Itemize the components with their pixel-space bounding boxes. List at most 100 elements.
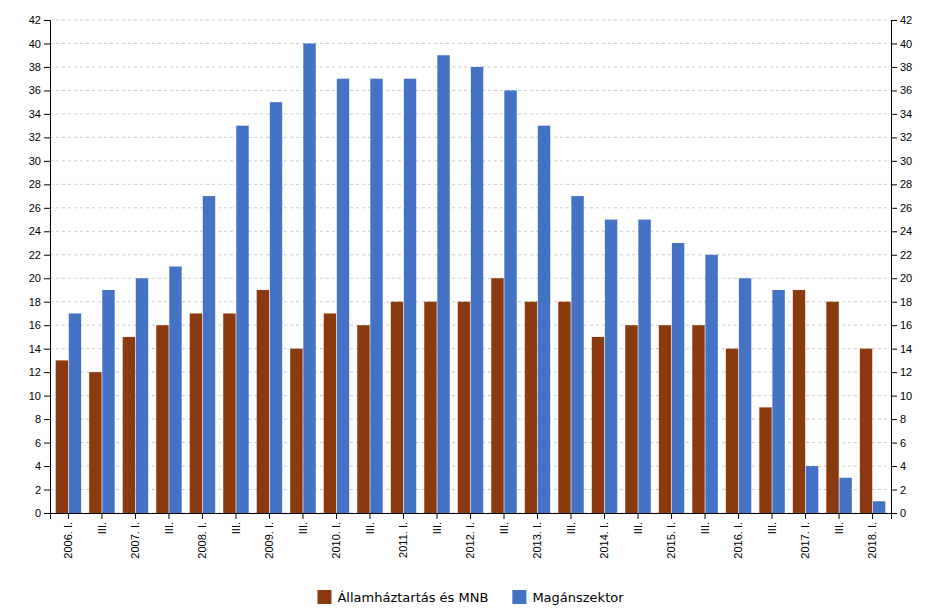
bar — [705, 255, 717, 513]
tick-mark — [604, 513, 605, 519]
tick-label: 22 — [29, 249, 41, 261]
tick-mark — [44, 325, 50, 326]
bar — [303, 43, 315, 513]
tick-label: 2012. I. — [464, 522, 476, 559]
tick-label: 24 — [29, 225, 41, 237]
bar-series — [69, 43, 886, 513]
tick-label: III. — [364, 522, 376, 534]
tick: III. — [498, 513, 510, 534]
grid-line — [50, 90, 891, 91]
tick-mark — [705, 513, 706, 519]
tick: III. — [163, 513, 175, 534]
tick: 18 — [29, 296, 50, 308]
bar — [370, 79, 382, 513]
tick-mark — [202, 513, 203, 519]
tick-label: 40 — [900, 37, 912, 49]
tick-mark — [336, 513, 337, 519]
tick: 20 — [891, 272, 912, 284]
tick-label: 32 — [29, 131, 41, 143]
tick-label: 2006. I. — [62, 522, 74, 559]
x-axis: 2006. I.III.2007. I.III.2008. I.III.2009… — [51, 513, 892, 559]
tick-mark — [891, 255, 897, 256]
tick: 24 — [891, 225, 912, 237]
tick-mark — [891, 419, 897, 420]
bar — [169, 267, 181, 514]
tick-label: 4 — [35, 460, 41, 472]
bar — [156, 325, 168, 513]
tick: 16 — [29, 319, 50, 331]
tick-label: 34 — [29, 108, 41, 120]
bar — [558, 302, 570, 513]
legend-swatch — [317, 590, 331, 604]
tick-mark — [891, 349, 897, 350]
tick-mark — [891, 490, 897, 491]
tick-label: 40 — [29, 37, 41, 49]
tick-label: 14 — [29, 343, 41, 355]
bar — [471, 67, 483, 513]
tick-mark — [891, 231, 897, 232]
bar — [190, 313, 202, 513]
tick: 10 — [891, 390, 912, 402]
grid-line — [50, 113, 891, 114]
tick: 2016. I. — [732, 513, 744, 559]
tick: 2011. I. — [397, 513, 409, 558]
bar — [270, 102, 282, 513]
tick-mark — [891, 372, 897, 373]
tick-mark — [891, 513, 897, 514]
tick: 2018. I. — [866, 513, 878, 559]
tick-label: 2017. I. — [799, 522, 811, 559]
bar — [357, 325, 369, 513]
tick-mark — [872, 513, 873, 519]
tick-mark — [537, 513, 538, 519]
bar — [337, 79, 349, 513]
bar — [538, 126, 550, 513]
tick-label: 2015. I. — [665, 522, 677, 559]
tick-label: 16 — [29, 319, 41, 331]
tick: 12 — [891, 366, 912, 378]
tick-label: 18 — [900, 296, 912, 308]
tick-mark — [44, 466, 50, 467]
tick-label: 42 — [900, 14, 912, 26]
tick: 38 — [29, 61, 50, 73]
tick-mark — [168, 513, 169, 519]
tick-mark — [436, 513, 437, 519]
axis-line — [51, 514, 892, 520]
tick-mark — [44, 372, 50, 373]
tick-label: 16 — [900, 319, 912, 331]
tick: 34 — [891, 108, 912, 120]
tick-mark — [101, 513, 102, 519]
tick-mark — [891, 466, 897, 467]
tick-mark — [269, 513, 270, 519]
bar — [873, 501, 885, 513]
tick-label: 28 — [29, 178, 41, 190]
tick: 10 — [29, 390, 50, 402]
tick-label: 36 — [900, 84, 912, 96]
bars — [56, 43, 886, 513]
tick-label: III. — [833, 522, 845, 534]
tick: 38 — [891, 61, 912, 73]
tick: 24 — [29, 225, 50, 237]
tick-label: 10 — [900, 390, 912, 402]
tick-mark — [891, 443, 897, 444]
tick-label: 2014. I. — [598, 522, 610, 559]
tick-label: III. — [297, 522, 309, 534]
tick: 36 — [29, 84, 50, 96]
tick: III. — [230, 513, 242, 534]
tick-label: 10 — [29, 390, 41, 402]
tick: 2015. I. — [665, 513, 677, 559]
bar — [571, 196, 583, 513]
tick-label: 2018. I. — [866, 522, 878, 559]
tick: III. — [699, 513, 711, 534]
tick-label: III. — [699, 522, 711, 534]
tick-mark — [302, 513, 303, 519]
bar — [772, 290, 784, 513]
grid — [50, 20, 891, 513]
tick-label: 32 — [900, 131, 912, 143]
tick: 26 — [891, 202, 912, 214]
tick-mark — [772, 513, 773, 519]
tick: 20 — [29, 272, 50, 284]
tick-mark — [891, 302, 897, 303]
tick: III. — [766, 513, 778, 534]
tick: 2009. I. — [263, 513, 275, 559]
tick-label: 20 — [29, 272, 41, 284]
